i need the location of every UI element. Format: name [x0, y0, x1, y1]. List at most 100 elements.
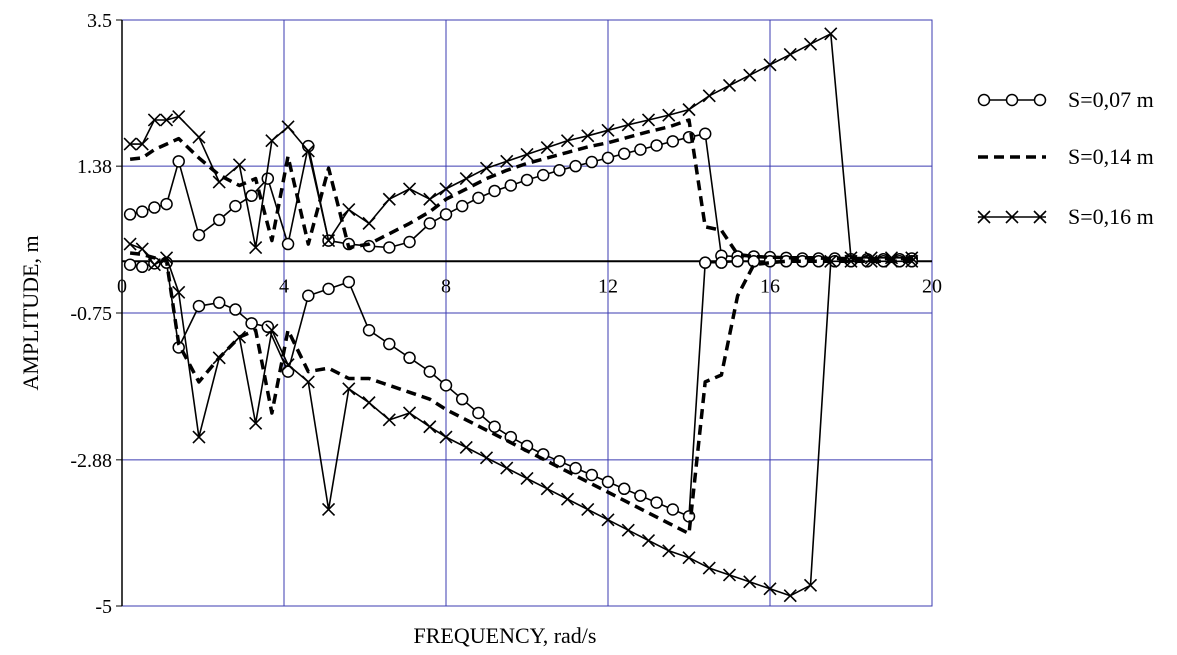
data-point	[159, 251, 174, 265]
data-point	[504, 179, 518, 192]
data-point	[601, 475, 615, 489]
data-point	[715, 256, 728, 269]
data-point	[192, 430, 206, 444]
data-point	[662, 544, 676, 558]
data-point	[148, 201, 161, 214]
data-point	[641, 533, 656, 548]
data-point	[439, 379, 453, 392]
data-point	[212, 175, 226, 189]
data-point	[402, 182, 417, 196]
data-point	[634, 143, 647, 156]
data-point	[479, 451, 494, 465]
data-point	[884, 251, 899, 265]
data-point	[581, 129, 595, 143]
data-point	[682, 551, 696, 565]
data-point	[617, 482, 631, 496]
legend-marker	[1033, 93, 1047, 107]
data-point	[520, 173, 534, 187]
legend-marker	[1033, 210, 1047, 224]
data-point	[301, 144, 315, 158]
data-point	[172, 109, 186, 124]
data-point	[601, 513, 615, 527]
y-tick-label: 1.38	[77, 156, 112, 178]
data-point	[322, 282, 335, 296]
data-point	[520, 147, 534, 162]
data-point	[455, 392, 469, 406]
data-point	[479, 161, 494, 175]
data-point	[342, 275, 356, 289]
data-point	[423, 192, 437, 206]
data-point	[553, 454, 566, 468]
data-point	[302, 289, 315, 303]
data-point	[621, 118, 635, 132]
data-point	[803, 37, 818, 51]
legend-label: S=0,14 m	[1068, 144, 1154, 169]
data-point	[459, 440, 473, 455]
data-point	[123, 137, 137, 151]
data-point	[147, 258, 161, 272]
data-point	[265, 323, 279, 337]
data-point	[722, 78, 737, 93]
data-point	[212, 213, 226, 227]
data-point	[650, 496, 663, 509]
data-point	[698, 127, 712, 141]
data-point	[229, 199, 242, 213]
data-point	[783, 47, 797, 62]
data-point	[864, 254, 878, 268]
data-point	[722, 568, 737, 582]
x-tick-label: 4	[279, 275, 289, 297]
data-point	[383, 337, 396, 351]
grid-layer	[121, 19, 933, 607]
data-point	[281, 120, 295, 134]
data-point	[159, 113, 174, 127]
data-point	[824, 254, 838, 268]
x-tick-label: 8	[441, 275, 451, 297]
ticks-layer: 0 4 8 12 16 20 3.5 1.38 -0.75 -2.88 -5	[70, 10, 942, 618]
data-point	[383, 241, 396, 254]
data-point	[500, 154, 514, 168]
data-point	[455, 199, 469, 213]
data-point	[192, 130, 206, 144]
y-tick-label: -0.75	[70, 303, 112, 325]
data-point	[249, 416, 263, 430]
data-point	[650, 139, 663, 152]
data-point	[245, 317, 258, 330]
data-point	[536, 168, 550, 182]
data-point	[249, 240, 263, 255]
x-tick-label: 12	[598, 275, 618, 297]
legend-entry-2: S=0,14 m	[978, 144, 1154, 169]
data-point	[362, 396, 376, 410]
data-point	[621, 523, 635, 537]
data-point	[261, 172, 275, 185]
data-point	[662, 108, 676, 122]
legend-marker	[977, 210, 991, 224]
data-point	[135, 242, 149, 256]
data-point	[123, 237, 137, 251]
data-point	[212, 296, 226, 309]
data-point	[265, 134, 279, 148]
x-tick-label: 20	[922, 275, 942, 297]
data-point	[702, 89, 716, 103]
legend-marker	[1005, 93, 1019, 107]
data-point	[403, 235, 416, 249]
series-1-lower-line	[129, 260, 912, 518]
data-point	[232, 330, 247, 344]
data-point	[500, 461, 514, 475]
y-tick-label: -2.88	[70, 450, 112, 472]
data-point	[245, 189, 258, 203]
data-point	[382, 413, 396, 427]
data-point	[232, 158, 247, 172]
legend-label: S=0,16 m	[1068, 204, 1154, 229]
series-2-lower-line	[129, 251, 912, 536]
data-point	[682, 103, 696, 117]
data-point	[743, 575, 757, 589]
data-point	[520, 471, 534, 486]
data-point	[342, 382, 356, 396]
data-point	[763, 58, 777, 72]
data-point	[560, 134, 575, 148]
data-point	[905, 254, 919, 268]
data-point	[402, 406, 417, 420]
data-point	[301, 375, 315, 389]
